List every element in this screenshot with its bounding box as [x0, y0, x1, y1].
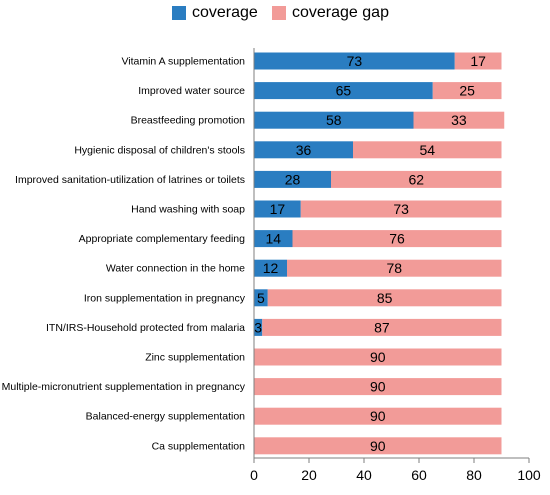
- bar-coverage: [254, 259, 287, 277]
- data-label-coverage-gap: 33: [451, 112, 467, 128]
- category-label: Multiple-micronutrient supplementation i…: [2, 381, 246, 393]
- bar-coverage: [254, 289, 268, 307]
- bar-coverage-gap: [413, 111, 505, 129]
- bar-coverage: [254, 318, 263, 336]
- bar-coverage-gap: [292, 230, 502, 248]
- bar-coverage: [254, 52, 455, 70]
- data-label-coverage: 3: [254, 319, 262, 335]
- bar-coverage-gap: [331, 170, 502, 188]
- data-label-coverage: 5: [257, 290, 265, 306]
- data-label-coverage-gap: 17: [470, 53, 486, 69]
- data-label-coverage: 65: [336, 83, 352, 99]
- x-tick-label: 40: [356, 467, 372, 483]
- bar-coverage: [254, 170, 331, 188]
- data-label-coverage-gap: 87: [374, 319, 390, 335]
- category-label: Zinc supplementation: [145, 352, 245, 364]
- category-label: Improved water source: [138, 85, 245, 97]
- data-label-coverage-gap: 76: [389, 231, 405, 247]
- data-label-coverage-gap: 78: [386, 260, 402, 276]
- data-label-coverage-gap: 90: [370, 379, 386, 395]
- legend-item-coverage-gap: coverage gap: [272, 4, 389, 22]
- category-label: ITN/IRS-Household protected from malaria: [46, 322, 245, 334]
- category-label: Ca supplementation: [152, 440, 246, 452]
- category-label: Iron supplementation in pregnancy: [84, 292, 246, 304]
- data-label-coverage: 12: [263, 260, 279, 276]
- bar-coverage: [254, 141, 353, 159]
- x-tick-label: 0: [250, 467, 258, 483]
- bar-coverage: [254, 82, 433, 100]
- bar-coverage-gap: [262, 318, 502, 336]
- data-label-coverage-gap: 73: [393, 201, 409, 217]
- legend-swatch-coverage-gap: [272, 6, 286, 20]
- data-label-coverage: 28: [285, 171, 301, 187]
- legend-item-coverage: coverage: [172, 4, 258, 22]
- legend-label-coverage-gap: coverage gap: [292, 4, 389, 21]
- bar-coverage-gap: [254, 348, 502, 366]
- data-label-coverage-gap: 25: [459, 83, 475, 99]
- data-label-coverage-gap: 90: [370, 408, 386, 424]
- data-label-coverage: 17: [270, 201, 286, 217]
- x-tick-label: 20: [301, 467, 317, 483]
- category-label: Water connection in the home: [106, 263, 245, 275]
- bar-coverage-gap: [432, 82, 502, 100]
- data-label-coverage-gap: 90: [370, 438, 386, 454]
- x-tick-label: 80: [466, 467, 482, 483]
- data-label-coverage-gap: 54: [419, 142, 435, 158]
- category-label: Hygienic disposal of children's stools: [74, 144, 245, 156]
- bar-coverage: [254, 230, 293, 248]
- chart-legend: coverage coverage gap: [0, 4, 550, 24]
- x-tick-label: 60: [411, 467, 427, 483]
- bar-coverage-gap: [353, 141, 502, 159]
- legend-swatch-coverage: [172, 6, 186, 20]
- bar-coverage-gap: [254, 437, 502, 455]
- category-label: Balanced-energy supplementation: [86, 411, 246, 423]
- data-label-coverage-gap: 90: [370, 349, 386, 365]
- bar-coverage-gap: [254, 407, 502, 425]
- data-label-coverage: 58: [326, 112, 342, 128]
- bar-coverage-gap: [300, 200, 502, 218]
- bar-coverage: [254, 111, 414, 129]
- x-tick-label: 100: [517, 467, 541, 483]
- category-label: Hand washing with soap: [131, 204, 245, 216]
- bar-coverage: [254, 200, 301, 218]
- bar-coverage-gap: [267, 289, 502, 307]
- category-label: Vitamin A supplementation: [121, 56, 245, 68]
- data-label-coverage: 14: [265, 231, 281, 247]
- data-label-coverage-gap: 62: [408, 171, 424, 187]
- bar-coverage-gap: [254, 378, 502, 396]
- data-label-coverage: 36: [296, 142, 312, 158]
- category-label: Improved sanitation-utilization of latri…: [15, 174, 245, 186]
- data-label-coverage: 73: [347, 53, 363, 69]
- category-label: Breastfeeding promotion: [131, 115, 246, 127]
- bar-coverage-gap: [454, 52, 502, 70]
- category-label: Appropriate complementary feeding: [79, 233, 246, 245]
- data-label-coverage-gap: 85: [377, 290, 393, 306]
- bar-coverage-gap: [287, 259, 502, 277]
- legend-label-coverage: coverage: [192, 4, 258, 21]
